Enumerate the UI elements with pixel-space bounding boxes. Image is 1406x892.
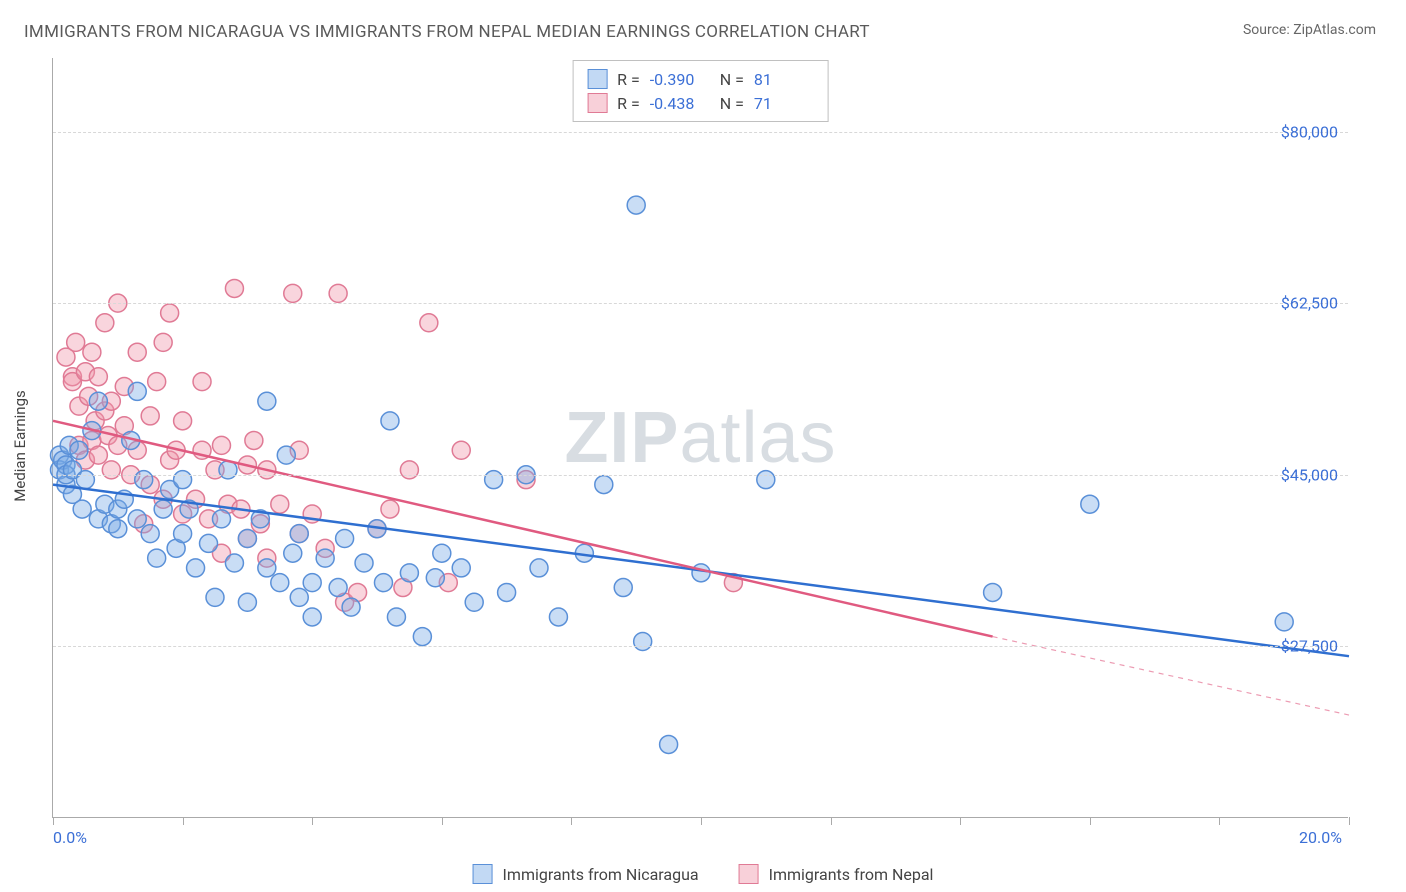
swatch-pink-icon — [739, 864, 759, 884]
n-value: 71 — [754, 94, 814, 113]
x-tick-label: 20.0% — [1299, 828, 1342, 847]
r-value: -0.438 — [650, 94, 710, 113]
swatch-pink-icon — [587, 93, 607, 113]
n-label: N = — [720, 70, 744, 89]
x-tick-label: 0.0% — [53, 828, 87, 847]
stats-legend-row: R = -0.438 N = 71 — [587, 91, 814, 115]
y-tick-label: $80,000 — [1281, 122, 1338, 141]
legend-label: Immigrants from Nepal — [769, 865, 934, 884]
swatch-blue-icon — [587, 69, 607, 89]
legend-label: Immigrants from Nicaragua — [503, 865, 699, 884]
stats-legend: R = -0.390 N = 81 R = -0.438 N = 71 — [572, 60, 829, 122]
r-label: R = — [617, 94, 640, 113]
chart-title: IMMIGRANTS FROM NICARAGUA VS IMMIGRANTS … — [24, 22, 870, 42]
source-attribution: Source: ZipAtlas.com — [1243, 22, 1376, 38]
swatch-blue-icon — [473, 864, 493, 884]
y-axis-label: Median Earnings — [11, 390, 29, 501]
bottom-legend: Immigrants from Nicaragua Immigrants fro… — [473, 864, 934, 884]
stats-legend-row: R = -0.390 N = 81 — [587, 67, 814, 91]
plot-svg — [53, 58, 1348, 817]
legend-item-nepal: Immigrants from Nepal — [739, 864, 934, 884]
y-tick-label: $45,000 — [1281, 465, 1338, 484]
chart-container: IMMIGRANTS FROM NICARAGUA VS IMMIGRANTS … — [0, 0, 1406, 892]
r-value: -0.390 — [650, 70, 710, 89]
y-tick-label: $62,500 — [1281, 294, 1338, 313]
plot-area: ZIPatlas R = -0.390 N = 81 R = -0.438 N … — [52, 58, 1348, 818]
y-tick-label: $27,500 — [1281, 637, 1338, 656]
n-value: 81 — [754, 70, 814, 89]
r-label: R = — [617, 70, 640, 89]
legend-item-nicaragua: Immigrants from Nicaragua — [473, 864, 699, 884]
n-label: N = — [720, 94, 744, 113]
